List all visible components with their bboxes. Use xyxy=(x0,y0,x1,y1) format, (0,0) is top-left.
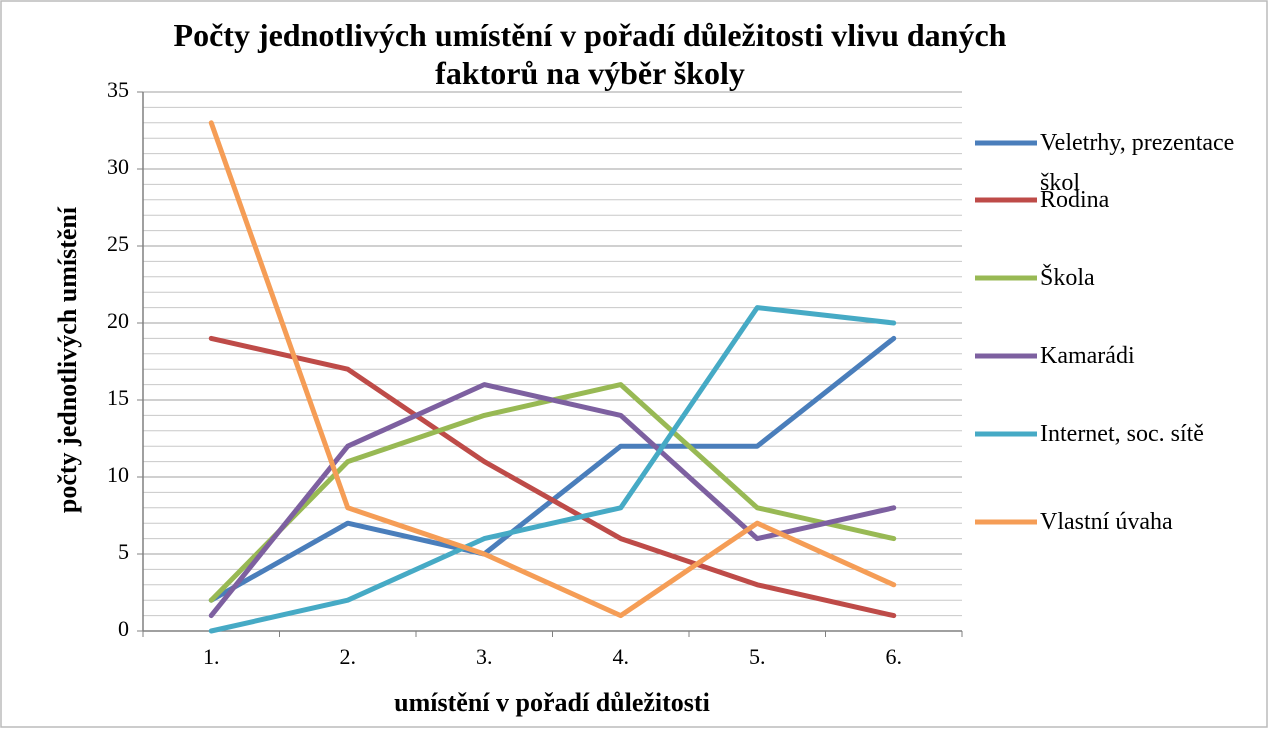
series-line xyxy=(208,305,897,634)
legend-label: Rodina xyxy=(1040,187,1110,213)
y-tick-label: 35 xyxy=(107,77,129,102)
series-line xyxy=(208,335,897,603)
x-tick-label: 4. xyxy=(613,644,630,669)
x-tick-label: 1. xyxy=(203,644,220,669)
x-axis-label: umístění v pořadí důležitosti xyxy=(394,688,710,717)
y-tick-label: 5 xyxy=(118,539,129,564)
y-tick-label: 30 xyxy=(107,154,129,179)
legend-label: Veletrhy, prezentace škol xyxy=(1040,130,1235,196)
y-tick-label: 10 xyxy=(107,462,129,487)
x-tick-label: 2. xyxy=(340,644,357,669)
y-tick-label: 0 xyxy=(118,616,129,641)
legend-label: Internet, soc. sítě xyxy=(1040,421,1204,447)
series-line xyxy=(208,335,897,619)
x-tick-label: 6. xyxy=(886,644,903,669)
series-line xyxy=(208,120,897,619)
x-tick-label: 5. xyxy=(749,644,766,669)
legend-label: Vlastní úvaha xyxy=(1040,509,1173,535)
legend-label: Škola xyxy=(1040,265,1095,291)
x-tick-label: 3. xyxy=(476,644,493,669)
y-tick-label: 20 xyxy=(107,308,129,333)
chart-title: Počty jednotlivých umístění v pořadí důl… xyxy=(173,17,1007,91)
legend-label: Kamarádi xyxy=(1040,343,1135,369)
y-tick-label: 15 xyxy=(107,385,129,410)
y-axis-label: počty jednotlivých umístění xyxy=(53,206,82,513)
y-tick-label: 25 xyxy=(107,231,129,256)
